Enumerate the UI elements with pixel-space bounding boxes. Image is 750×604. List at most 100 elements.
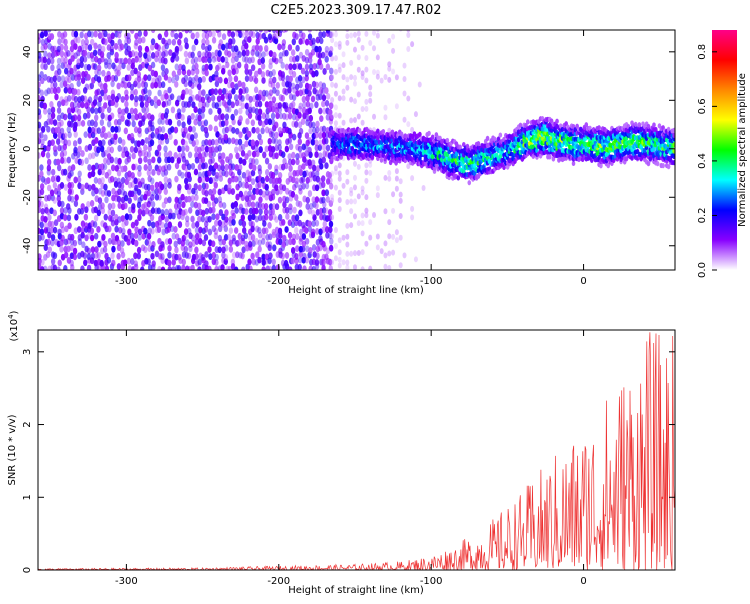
spectrogram-cell	[364, 194, 369, 201]
spectrogram-cell	[184, 42, 189, 50]
x-tick-label: -200	[267, 576, 290, 587]
spectrogram-cell	[352, 198, 357, 205]
spectrogram-cell	[150, 114, 155, 122]
spectrogram-cell	[109, 146, 115, 154]
spectrogram-cell	[103, 222, 108, 229]
spectrogram-cell	[210, 94, 216, 102]
spectrogram-cell	[204, 69, 209, 77]
spectrogram-cell	[103, 213, 108, 221]
spectrogram-cell	[72, 101, 78, 109]
spectrogram-cell	[383, 104, 388, 111]
spectrogram-cell	[304, 56, 310, 64]
spectrogram-cell	[190, 234, 196, 242]
spectrogram-cell	[126, 112, 132, 120]
spectrogram-cell	[284, 162, 289, 170]
spectrogram-cell	[312, 164, 317, 172]
spectrogram-cell	[391, 207, 396, 214]
spectrogram-cell	[333, 55, 338, 62]
spectrogram-cell	[131, 152, 136, 160]
spectrogram-cell	[116, 169, 122, 177]
spectrogram-cell	[38, 194, 42, 202]
spectrogram-cell	[177, 237, 182, 245]
spectrogram-cell	[207, 51, 212, 59]
spectrogram-cell	[50, 139, 55, 147]
spectrogram-cell	[109, 112, 115, 120]
spectrogram-cell	[315, 245, 320, 253]
spectrogram-cell	[87, 184, 92, 192]
spectrogram-cell	[103, 93, 108, 101]
spectrogram-cell	[238, 157, 243, 165]
spectrogram-cell	[282, 121, 287, 129]
spectrogram-cell	[130, 89, 135, 97]
spectrogram-cell	[43, 265, 48, 270]
spectrogram-cell	[193, 106, 198, 114]
spectrogram-cell	[215, 213, 220, 221]
spectrogram-cell	[327, 171, 332, 179]
spectrogram-cell	[190, 264, 195, 270]
spectrogram-cell	[341, 88, 346, 95]
spectrogram-cell	[250, 234, 256, 241]
spectrogram-cell	[70, 74, 76, 81]
spectrogram-cell	[86, 73, 91, 81]
spectrogram-cell	[218, 225, 223, 233]
spectrogram-cell	[107, 203, 113, 210]
spectrogram-cell	[163, 176, 169, 184]
spectrogram-cell	[297, 263, 302, 270]
spectrogram-cell	[151, 260, 156, 268]
spectrogram-cell	[120, 240, 125, 247]
spectrogram-cell	[117, 64, 122, 71]
spectrogram-cell	[121, 151, 126, 159]
spectrogram-cell	[217, 133, 222, 141]
spectrogram-cell	[310, 48, 316, 56]
spectrogram-cell	[637, 122, 642, 128]
spectrogram-cell	[167, 237, 173, 245]
spectrogram-cell	[288, 75, 294, 83]
spectrogram-cell	[310, 95, 316, 103]
spectrogram-cell	[134, 239, 139, 247]
spectrogram-cell	[324, 137, 329, 145]
spectrogram-x-axis-label: Height of straight line (km)	[288, 285, 424, 296]
spectrogram-cell	[195, 31, 200, 39]
spectrogram-cell	[193, 201, 199, 209]
spectrogram-cell	[288, 68, 293, 75]
spectrogram-cell	[113, 118, 119, 126]
spectrogram-cell	[126, 257, 132, 265]
spectrogram-cell	[430, 134, 435, 140]
spectrogram-cell	[295, 44, 300, 52]
spectrogram-cell	[467, 180, 472, 186]
spectrogram-cell	[129, 93, 135, 101]
spectrogram-cell	[127, 57, 132, 65]
spectrogram-cell	[121, 76, 126, 84]
spectrogram-cell	[193, 132, 198, 140]
spectrogram-cell	[319, 37, 324, 45]
spectrogram-cell	[186, 163, 192, 171]
spectrogram-cell	[50, 239, 55, 247]
spectrogram-cell	[360, 106, 365, 113]
spectrogram-cell	[150, 194, 155, 201]
spectrogram-cell	[318, 235, 323, 242]
spectrogram-cell	[70, 264, 75, 270]
spectrogram-cell	[240, 95, 245, 102]
spectrogram-cell	[63, 38, 68, 46]
spectrogram-cell	[257, 227, 262, 234]
spectrogram-cell	[240, 102, 246, 110]
spectrogram-cell	[321, 175, 326, 183]
spectrogram-cell	[60, 75, 66, 83]
spectrogram-cell	[146, 74, 152, 82]
spectrogram-cell	[295, 152, 300, 160]
spectrogram-cell	[318, 158, 323, 165]
spectrogram-cell	[261, 266, 266, 270]
spectrogram-cell	[163, 169, 169, 176]
spectrogram-cell	[102, 163, 108, 171]
spectrogram-cell	[328, 102, 334, 110]
spectrogram-cell	[66, 156, 72, 164]
spectrogram-cell	[275, 89, 280, 97]
spectrogram-cell	[410, 175, 415, 182]
spectrogram-cell	[247, 130, 252, 138]
spectrogram-cell	[113, 138, 118, 145]
spectrogram-cell	[274, 203, 280, 211]
spectrogram-cell	[94, 252, 99, 260]
spectrogram-cell	[318, 244, 323, 252]
spectrogram-cell	[38, 108, 42, 116]
spectrogram-cell	[310, 228, 316, 236]
